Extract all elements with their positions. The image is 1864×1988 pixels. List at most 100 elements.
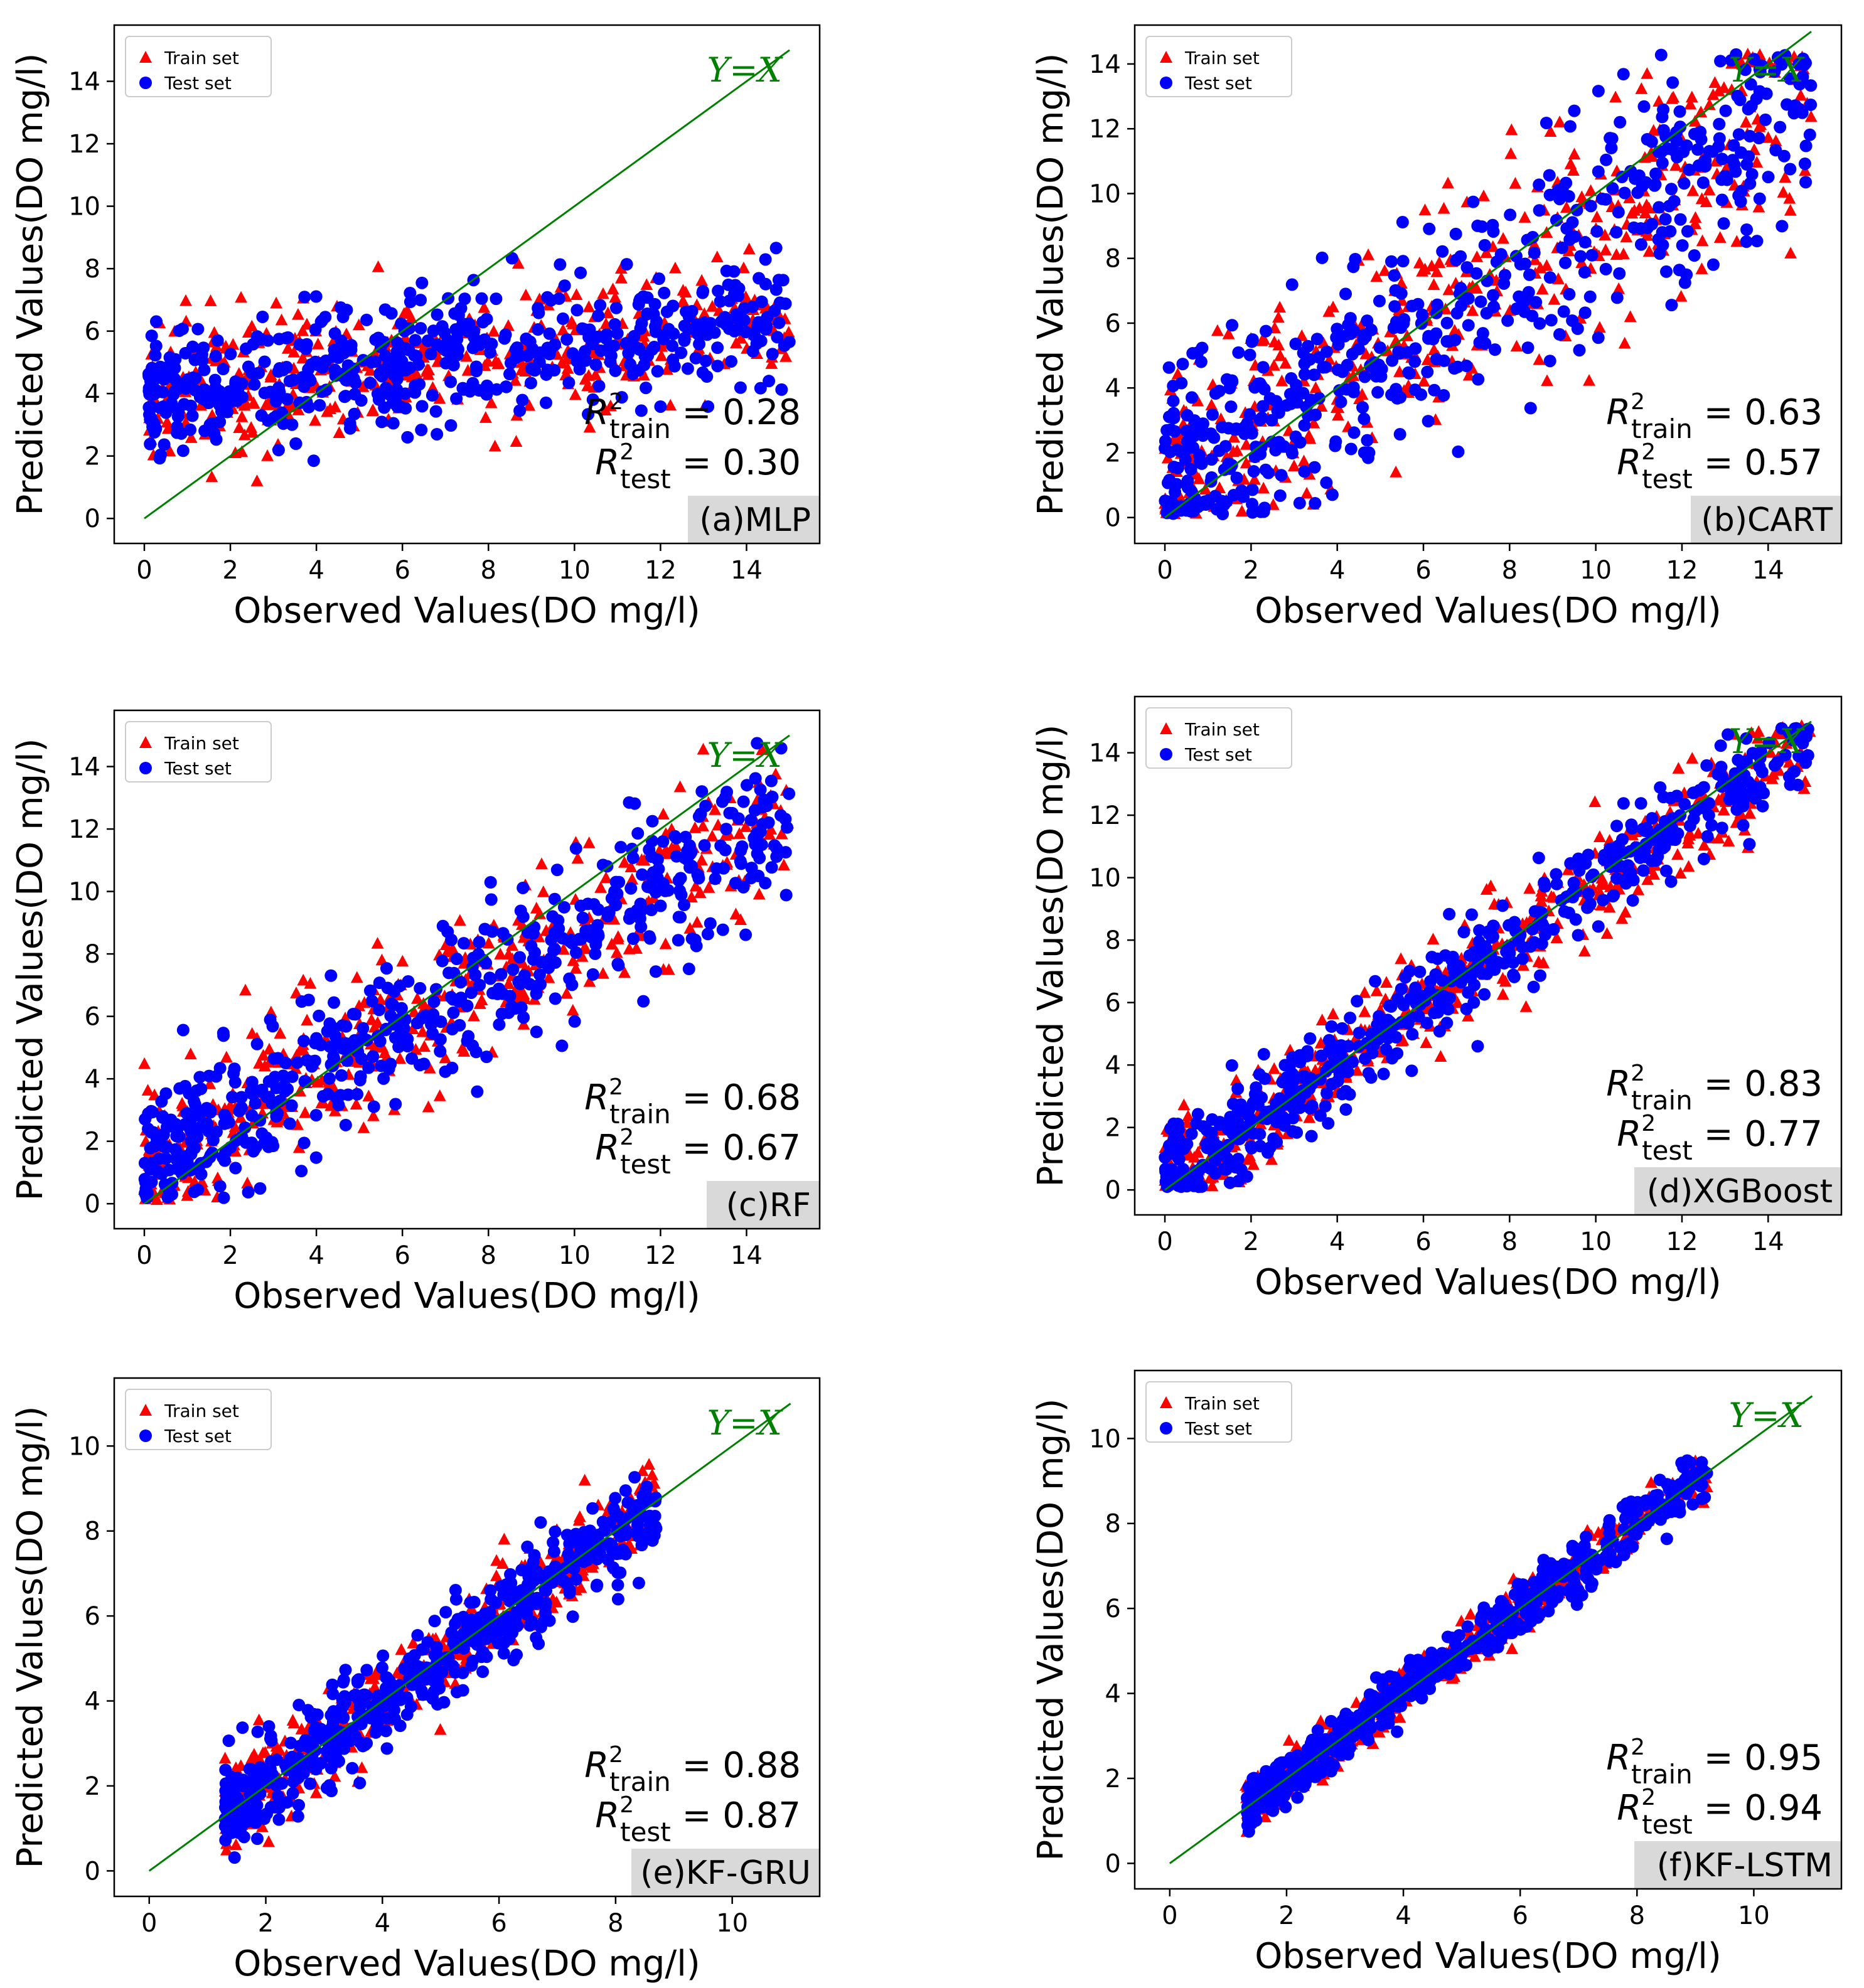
test-point — [1226, 1127, 1240, 1140]
test-point — [1432, 996, 1445, 1009]
train-point — [1188, 1150, 1201, 1163]
test-point — [1411, 993, 1425, 1007]
test-point — [191, 323, 205, 336]
test-point — [1632, 169, 1646, 182]
train-point — [664, 398, 677, 411]
train-point — [294, 1044, 306, 1056]
train-point — [597, 287, 609, 299]
test-point — [1740, 732, 1753, 745]
train-point — [205, 470, 218, 483]
train-point — [1599, 228, 1612, 241]
y-tick-label: 2 — [1105, 1114, 1121, 1143]
train-point — [697, 820, 709, 831]
x-tick-label: 8 — [481, 556, 496, 585]
test-point — [1610, 226, 1623, 239]
test-point — [348, 407, 361, 420]
train-point — [570, 288, 583, 301]
train-point — [1315, 1013, 1329, 1025]
r2-test-annotation: R2 test = 0.30 — [595, 439, 801, 494]
test-point — [185, 1144, 198, 1157]
test-point — [1804, 79, 1818, 92]
train-point — [262, 1835, 275, 1847]
test-point — [215, 405, 228, 418]
legend-test-marker — [139, 77, 152, 89]
y-tick-label: 14 — [1089, 739, 1121, 768]
test-point — [624, 358, 637, 371]
test-point — [144, 1141, 157, 1155]
test-point — [439, 1606, 453, 1619]
train-point — [1272, 338, 1285, 351]
test-point — [1714, 55, 1727, 68]
test-point — [347, 362, 360, 375]
test-point — [298, 1075, 311, 1088]
test-point — [704, 917, 717, 930]
test-point — [1405, 1064, 1418, 1077]
test-point — [1734, 195, 1747, 208]
test-point — [1449, 227, 1462, 240]
test-point — [328, 327, 341, 340]
test-point — [548, 926, 561, 939]
test-point — [1267, 1133, 1280, 1146]
train-point — [304, 976, 317, 989]
test-point — [1219, 440, 1232, 453]
test-point — [1351, 995, 1364, 1008]
train-point — [245, 319, 259, 332]
train-point — [753, 887, 766, 900]
test-point — [1740, 235, 1753, 248]
test-point — [1285, 278, 1299, 291]
test-point — [1319, 361, 1332, 374]
test-point — [1315, 1049, 1328, 1062]
test-point — [712, 284, 725, 297]
train-point — [204, 294, 217, 306]
train-point — [661, 363, 673, 375]
test-point — [1637, 100, 1651, 113]
train-point — [1700, 195, 1713, 208]
train-point — [506, 939, 519, 951]
test-point — [395, 317, 408, 330]
test-point — [169, 1143, 182, 1156]
train-point — [287, 345, 301, 358]
test-point — [582, 408, 595, 421]
test-point — [1216, 508, 1229, 521]
train-point — [1433, 256, 1446, 269]
train-point — [264, 368, 277, 380]
y-tick-label: 8 — [1105, 926, 1121, 955]
test-point — [1409, 342, 1422, 355]
train-point — [1332, 409, 1344, 421]
test-point — [247, 338, 260, 351]
test-point — [1526, 922, 1539, 936]
train-point — [309, 1786, 323, 1798]
test-point — [1423, 222, 1436, 235]
test-point — [1352, 1027, 1366, 1040]
test-point — [1308, 461, 1321, 474]
test-point — [510, 351, 523, 365]
test-point — [272, 365, 285, 378]
test-point — [673, 884, 686, 897]
test-point — [480, 313, 493, 326]
train-point — [494, 948, 507, 959]
train-point — [1735, 808, 1747, 821]
train-point — [1685, 90, 1698, 103]
train-point — [181, 1189, 194, 1201]
train-point — [1273, 349, 1287, 361]
x-tick-label: 4 — [308, 556, 324, 585]
train-point — [579, 373, 592, 385]
test-point — [1732, 128, 1745, 141]
train-point — [1206, 1179, 1219, 1192]
train-point — [1767, 767, 1780, 780]
test-point — [471, 1085, 484, 1098]
test-point — [1442, 1003, 1455, 1016]
test-point — [349, 1008, 362, 1021]
test-point — [384, 1057, 397, 1071]
test-point — [1320, 345, 1333, 358]
test-point — [309, 355, 322, 368]
test-point — [1701, 830, 1714, 843]
legend-train-label: Train set — [1184, 48, 1260, 68]
test-point — [1665, 183, 1678, 196]
train-point — [1684, 97, 1697, 110]
legend-train-label: Train set — [164, 48, 239, 68]
test-point — [1437, 389, 1450, 402]
train-point — [702, 881, 715, 893]
test-point — [145, 412, 158, 425]
test-point — [1260, 324, 1273, 338]
